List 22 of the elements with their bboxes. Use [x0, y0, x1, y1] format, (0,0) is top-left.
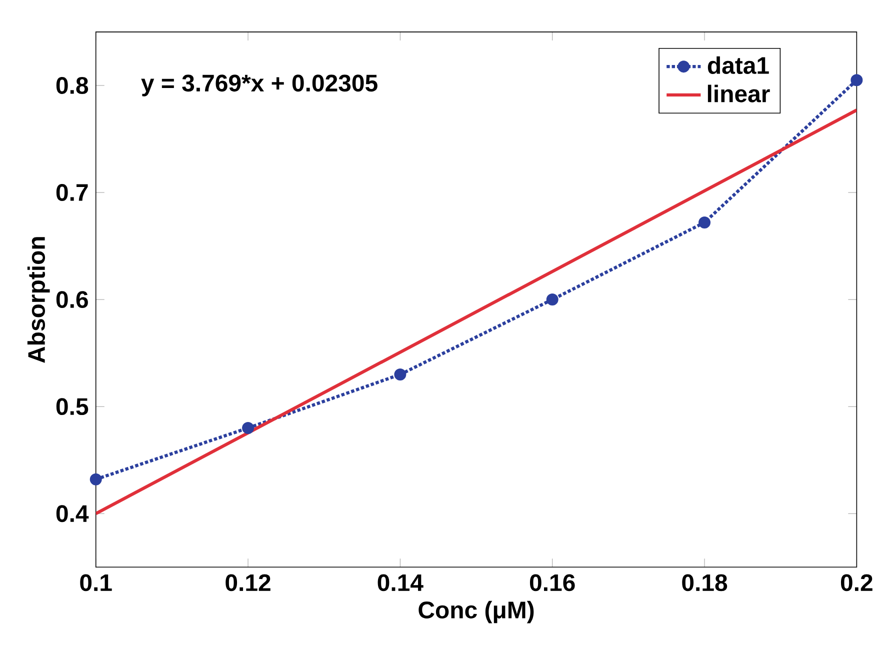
- x-tick-label: 0.16: [530, 574, 575, 592]
- point: [850, 74, 863, 86]
- point: [546, 294, 558, 306]
- x-axis-title: Conc (μM): [418, 600, 534, 624]
- point: [90, 473, 102, 486]
- y-axis-title: Absorption: [27, 237, 50, 363]
- legend-label: data1: [708, 56, 769, 74]
- x-tick-label: 0.12: [226, 574, 270, 592]
- x-tick-label: 0.1: [80, 574, 112, 592]
- y-tick-label: 0.7: [56, 184, 88, 201]
- point: [698, 216, 711, 228]
- point: [242, 422, 254, 434]
- annotation: y = 3.769*x + 0.02305: [141, 74, 378, 96]
- x-tick-label: 0.2: [840, 574, 872, 592]
- y-tick-label: 0.4: [56, 505, 89, 522]
- point: [394, 368, 406, 380]
- legend-label: linear: [708, 84, 770, 102]
- y-tick-label: 0.8: [56, 76, 88, 94]
- x-tick-label: 0.14: [378, 574, 424, 592]
- y-tick-label: 0.6: [56, 291, 88, 308]
- x-tick-label: 0.18: [682, 574, 728, 592]
- y-tick-label: 0.5: [56, 398, 88, 416]
